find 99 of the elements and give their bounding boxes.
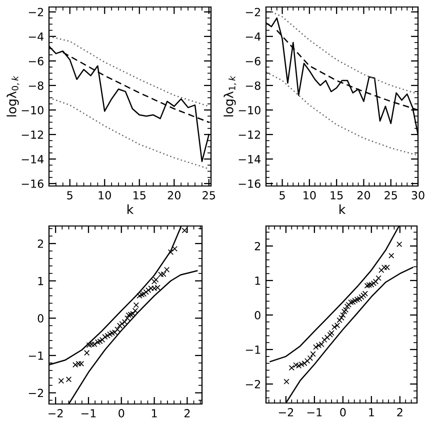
x-tick-label: 25	[384, 191, 397, 200]
y-tick-label: −6	[246, 56, 260, 66]
point	[316, 342, 322, 348]
point	[322, 337, 328, 343]
y-tick-label: −8	[28, 81, 44, 90]
point	[172, 246, 178, 252]
x-tick-label: 5	[280, 191, 285, 200]
point	[381, 264, 388, 270]
x-tick-label: 25	[202, 191, 216, 200]
y-tick-label: 0	[254, 310, 260, 320]
point	[334, 322, 340, 328]
point	[97, 338, 103, 344]
x-tick-label: 30	[412, 191, 424, 200]
x-tick-label: 15	[330, 191, 343, 200]
point	[310, 351, 316, 357]
point	[376, 275, 382, 281]
x-tick-label: 20	[357, 191, 370, 200]
y-tick-label: 0	[38, 314, 44, 323]
y-tick-label: −12	[238, 130, 260, 139]
point	[384, 264, 390, 270]
y-tick-label: −8	[246, 81, 260, 90]
point	[340, 312, 346, 318]
line-series	[270, 11, 418, 95]
point	[158, 272, 164, 278]
point	[153, 276, 159, 283]
point	[114, 326, 120, 332]
x-tick-label: 5	[67, 191, 72, 200]
line-series	[266, 71, 418, 156]
y-axis-title: logλ$_{0,k}$	[6, 76, 20, 116]
point	[338, 314, 344, 321]
point	[66, 376, 72, 382]
point	[76, 360, 82, 367]
x-tick-label: 2	[397, 408, 402, 416]
point	[304, 358, 310, 364]
x-tick-label: 0	[340, 408, 346, 416]
point	[307, 355, 313, 361]
x-tick-label: −1	[81, 409, 96, 418]
point	[324, 334, 330, 340]
y-tick-label: −10	[238, 106, 260, 114]
y-tick-label: −2	[246, 380, 260, 388]
x-tick-label: 2	[184, 409, 190, 418]
x-tick-label: 10	[98, 191, 111, 200]
point	[164, 266, 170, 272]
y-tick-label: −1	[28, 352, 44, 360]
point	[318, 342, 324, 348]
point	[388, 252, 394, 258]
x-tick-label: 10	[304, 191, 316, 200]
point	[128, 312, 134, 318]
y-tick-label: −2	[28, 388, 44, 398]
y-tick-label: −4	[246, 32, 261, 41]
y-tick-label: −16	[22, 180, 44, 188]
point	[362, 290, 368, 296]
y-tick-label: −16	[238, 180, 260, 188]
y-tick-label: −10	[22, 106, 44, 114]
y-tick-label: 2	[38, 240, 44, 248]
y-tick-label: −1	[246, 346, 260, 354]
point	[116, 322, 123, 328]
y-tick-label: 2	[254, 242, 260, 250]
y-axis-title: logλ$_{1,k}$	[224, 76, 236, 116]
point	[284, 378, 290, 384]
point	[122, 319, 128, 325]
x-tick-label: −2	[278, 408, 294, 416]
y-tick-label: 1	[38, 276, 44, 286]
y-tick-label: −4	[28, 32, 44, 41]
y-tick-label: −14	[238, 155, 261, 164]
point	[138, 292, 145, 298]
point	[84, 350, 90, 356]
y-tick-label: −2	[246, 8, 260, 16]
point	[160, 271, 166, 277]
x-axis-title: k	[340, 204, 346, 214]
y-tick-label: −14	[22, 155, 44, 164]
x-tick-label: 1	[369, 408, 374, 416]
x-tick-label: 1	[152, 409, 157, 418]
line-series	[49, 97, 210, 170]
point	[328, 330, 334, 336]
point	[396, 241, 402, 248]
point	[140, 291, 147, 297]
x-tick-label: −1	[307, 408, 322, 416]
x-tick-label: 20	[168, 191, 180, 200]
point	[124, 315, 130, 321]
point	[327, 332, 333, 338]
x-axis-title: k	[128, 204, 134, 214]
line-series	[49, 36, 210, 107]
point	[58, 378, 64, 384]
point	[332, 324, 338, 330]
point	[313, 344, 319, 350]
x-tick-label: 0	[118, 409, 124, 418]
point	[168, 249, 174, 255]
x-tick-label: 15	[134, 191, 146, 200]
y-tick-label: 1	[255, 276, 260, 285]
y-tick-label: −2	[28, 8, 44, 16]
point	[378, 267, 384, 273]
x-tick-label: −2	[48, 409, 63, 418]
point	[151, 278, 158, 284]
point	[119, 320, 125, 327]
y-tick-label: −12	[22, 130, 44, 139]
point	[133, 302, 140, 308]
y-tick-label: −6	[28, 56, 44, 66]
point	[336, 317, 342, 324]
